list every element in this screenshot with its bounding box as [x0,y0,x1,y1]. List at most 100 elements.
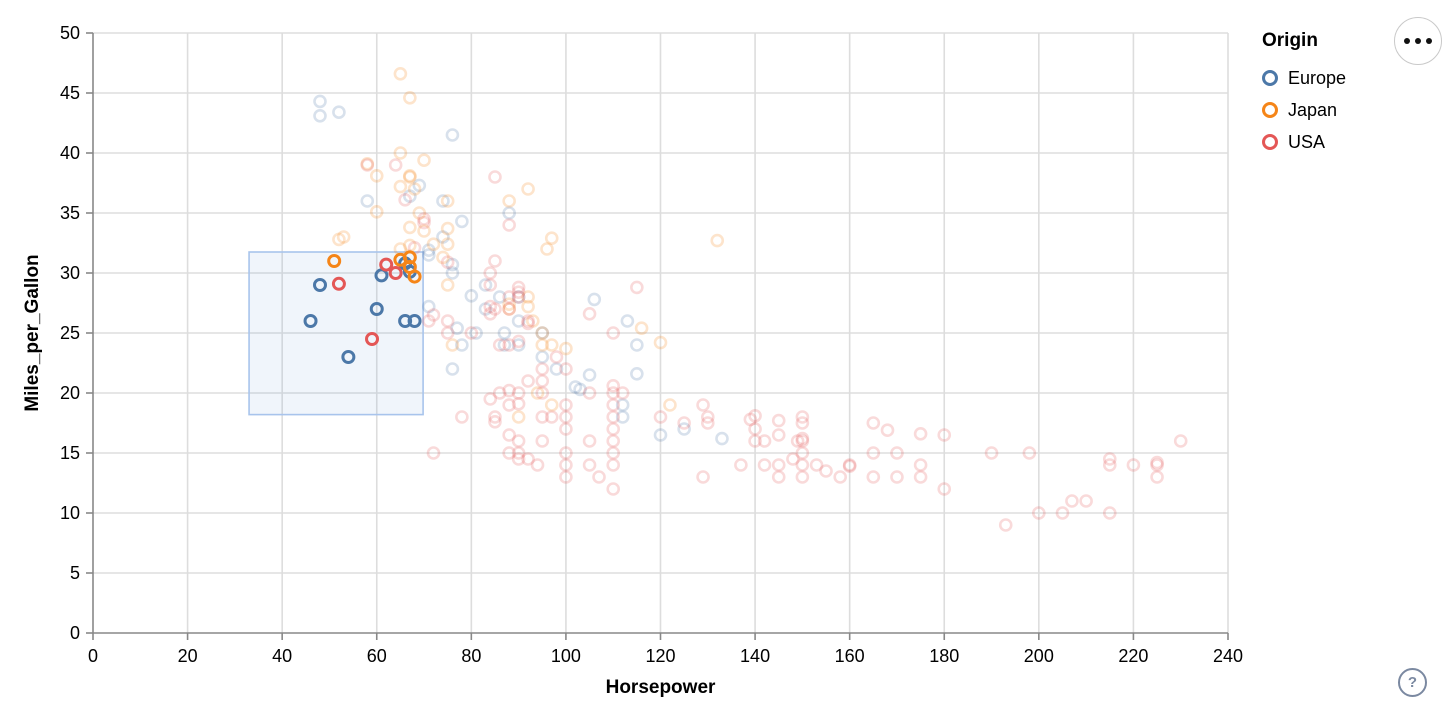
scatter-point-usa [559,458,573,472]
scatter-point-usa [398,193,412,207]
scatter-point-japan [403,169,417,183]
scatter-point-usa [998,518,1013,532]
ellipsis-icon [1404,38,1410,44]
scatter-point-europe [313,278,327,292]
scatter-point-usa [535,362,550,376]
points-layer [303,67,1188,532]
scatter-point-usa [464,326,479,340]
x-tick-label: 100 [551,646,581,666]
scatter-point-europe [502,206,516,220]
scatter-point-japan [403,170,417,184]
scatter-point-usa [748,422,762,436]
y-tick-label: 40 [60,143,80,163]
scatter-point-europe [573,382,587,397]
scatter-point-japan [417,153,431,167]
scatter-point-usa [606,326,621,340]
scatter-point-usa [748,408,762,423]
scatter-point-usa [795,416,810,430]
scatter-point-europe [421,299,436,314]
y-tick-label: 45 [60,83,80,103]
scatter-point-europe [535,326,550,340]
scatter-point-japan [521,290,535,304]
scatter-point-europe [445,266,460,280]
scatter-point-usa [771,428,786,442]
scatter-point-usa [795,446,810,460]
scatter-point-europe [677,422,691,436]
scatter-point-usa [771,413,786,428]
scatter-point-usa [511,446,526,460]
scatter-point-usa [606,482,621,496]
x-tick-label: 200 [1024,646,1054,666]
scatter-point-usa [1150,458,1164,472]
scatter-point-europe [369,302,384,316]
scatter-point-usa [511,280,526,295]
scatter-point-usa [606,434,621,448]
scatter-point-europe [303,314,318,328]
scatter-point-japan [634,321,649,336]
scatter-point-usa [455,410,469,424]
y-tick-label: 50 [60,23,80,43]
legend-label: Japan [1288,99,1338,120]
scatter-point-usa [757,458,772,472]
scatter-point-usa [786,452,800,466]
y-tick-label: 10 [60,503,80,523]
scatter-point-europe [615,410,630,424]
scatter-point-europe [715,431,729,446]
scatter-point-europe [620,314,635,328]
legend-label: USA [1288,131,1326,152]
help-button[interactable]: ? [1398,668,1427,697]
scatter-point-usa [488,414,502,429]
scatter-point-usa [1126,458,1141,472]
scatter-point-japan [535,326,550,340]
scatter-point-europe [421,248,436,262]
scatter-point-japan [393,179,408,194]
scatter-point-usa [440,255,455,270]
scatter-point-usa [1102,452,1117,466]
scatter-point-japan [440,221,455,236]
scatter-point-japan [407,182,422,196]
scatter-point-usa [606,458,621,472]
scatter-point-europe [412,178,427,193]
scatter-point-usa [795,410,810,424]
scatter-point-usa [440,326,455,340]
scatter-point-europe [582,368,597,382]
scatter-point-usa [913,458,928,472]
scatter-point-japan [502,302,516,316]
scatter-point-japan [403,91,417,105]
gridlines [93,32,1229,633]
scatter-point-usa [842,459,857,474]
scatter-point-usa [483,278,498,292]
scatter-point-usa [440,314,455,328]
scatter-point-usa [521,316,535,331]
scatter-point-usa [743,412,758,427]
scatter-point-usa [530,458,545,472]
brush-selection[interactable] [248,251,424,416]
scatter-point-japan [403,220,417,235]
legend-items: Europe Japan USA [1262,62,1346,158]
scatter-point-usa [535,386,550,400]
scatter-point-usa [417,215,431,230]
x-tick-label: 160 [835,646,865,666]
scatter-point-europe [407,314,422,328]
scatter-point-usa [842,458,857,472]
scatter-point-usa [795,434,810,448]
scatter-point-japan [332,232,346,247]
x-tick-label: 60 [367,646,387,666]
scatter-point-usa [582,386,597,400]
scatter-point-usa [488,410,502,424]
scatter-point-usa [360,158,375,172]
menu-button[interactable] [1394,17,1442,65]
legend-label: Europe [1288,67,1347,88]
scatter-point-usa [866,470,881,484]
scatter-point-usa [511,334,526,349]
scatter-point-usa [365,332,380,346]
scatter-point-usa [502,446,516,460]
scatter-point-japan [336,230,351,244]
scatter-point-usa [1102,458,1117,472]
scatter-point-usa [795,431,810,446]
scatter-point-japan [360,157,375,171]
scatter-point-usa [795,470,810,484]
y-tick-label: 0 [70,623,80,643]
scatter-point-usa [511,386,526,400]
